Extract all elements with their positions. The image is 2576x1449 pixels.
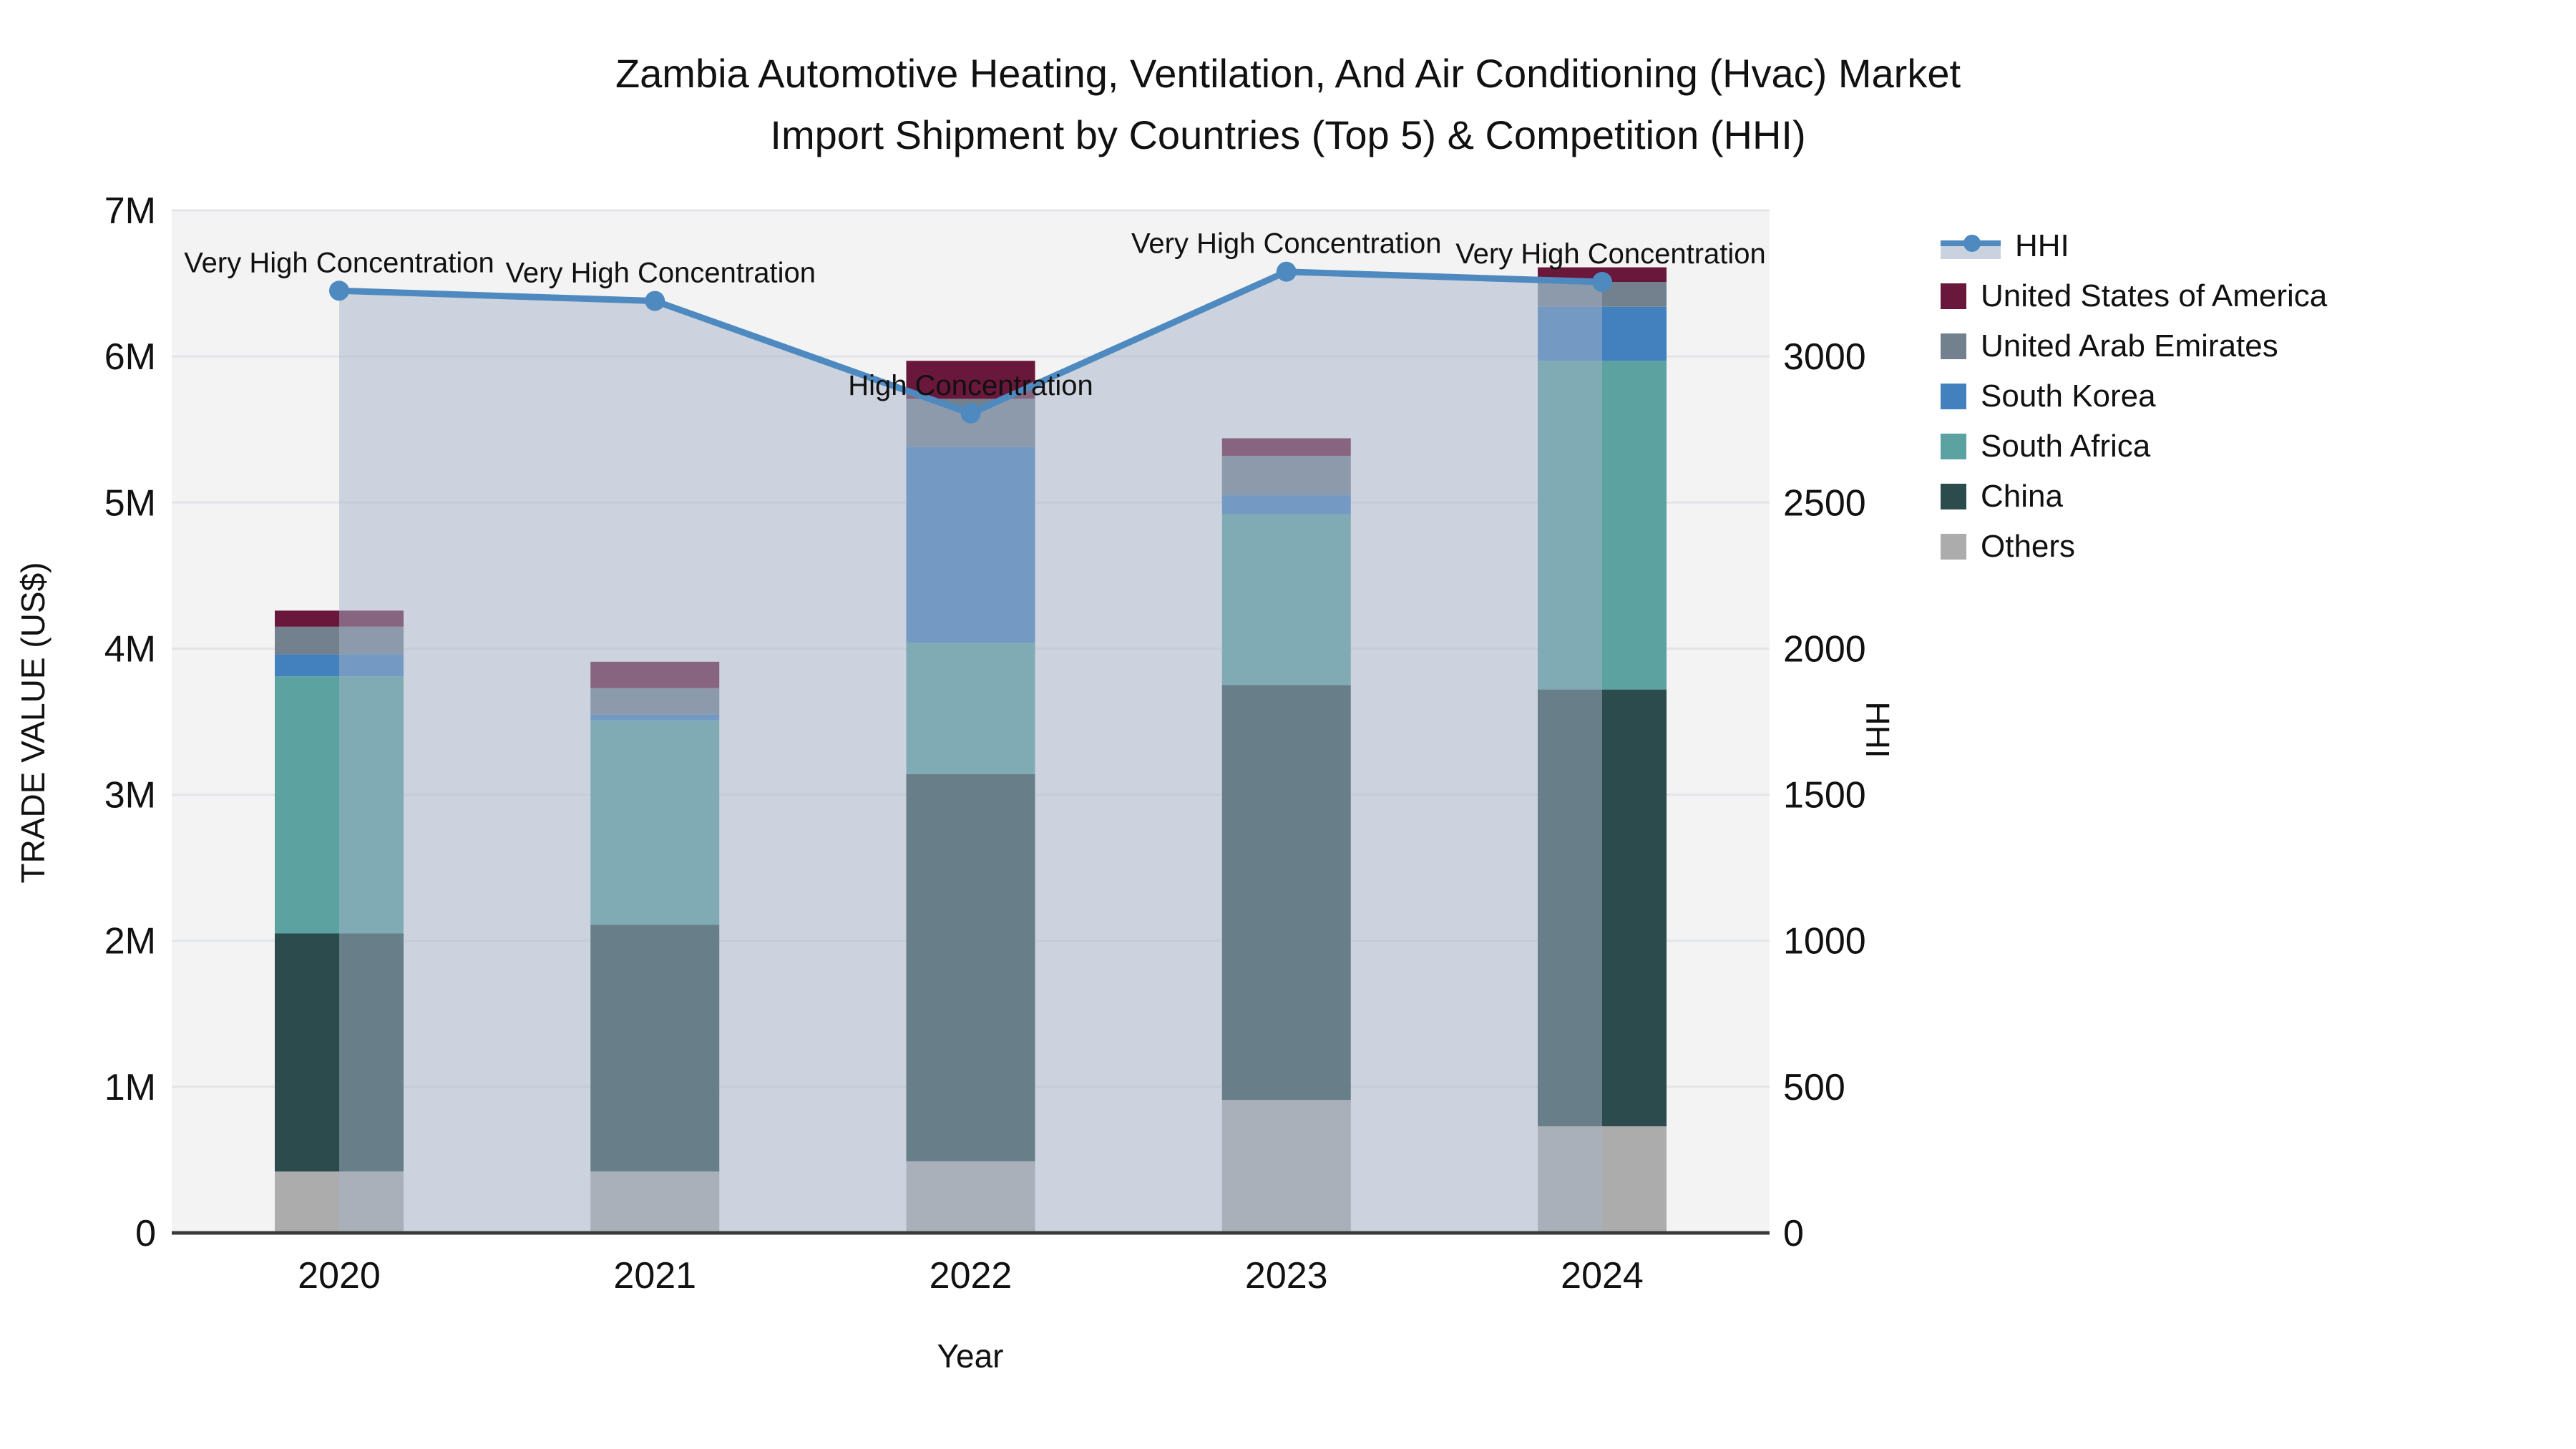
legend-item-others: Others bbox=[1941, 529, 2327, 564]
y-left-tick-0: 0 bbox=[135, 1213, 156, 1254]
legend: HHI United States of America United Arab E… bbox=[1941, 228, 2328, 564]
legend-label: South Africa bbox=[1981, 429, 2151, 464]
legend-item-united-arab-emirates: United Arab Emirates bbox=[1941, 328, 2327, 364]
hhi-point-2022 bbox=[960, 403, 981, 424]
hhi-point-2023 bbox=[1276, 261, 1297, 282]
y-right-tick-2000: 2000 bbox=[1783, 628, 1866, 670]
hhi-area-fill bbox=[339, 271, 1602, 1233]
legend-item-south-africa: South Africa bbox=[1941, 429, 2327, 464]
chart-title: Zambia Automotive Heating, Ventilation, … bbox=[0, 43, 2576, 166]
y-right-tick-2500: 2500 bbox=[1783, 482, 1866, 524]
y-right-tick-500: 500 bbox=[1783, 1067, 1845, 1108]
y-axis-right-title: HHI bbox=[1859, 701, 1896, 758]
x-tick-2023: 2023 bbox=[1245, 1255, 1328, 1297]
annotation-high-concentration-2022: High Concentration bbox=[848, 370, 1093, 401]
legend-label: China bbox=[1981, 479, 2063, 514]
legend-label: HHI bbox=[2015, 228, 2069, 263]
y-right-tick-3000: 3000 bbox=[1783, 336, 1866, 378]
y-left-tick-7M: 7M bbox=[104, 190, 156, 232]
legend-swatch-icon bbox=[1941, 384, 1966, 409]
legend-swatch-icon bbox=[1941, 434, 1966, 459]
legend-swatch-icon bbox=[1941, 333, 1966, 359]
legend-swatch-icon bbox=[1941, 484, 1966, 509]
chart-title-line1: Zambia Automotive Heating, Ventilation, … bbox=[615, 51, 1961, 96]
legend-item-china: China bbox=[1941, 479, 2327, 514]
y-right-tick-1000: 1000 bbox=[1783, 921, 1866, 962]
annotation-very-high-concentration-2021: Very High Concentration bbox=[505, 258, 816, 289]
y-axis-left-title: TRADE VALUE (US$) bbox=[14, 562, 52, 884]
hhi-point-2024 bbox=[1592, 272, 1612, 293]
x-tick-2021: 2021 bbox=[613, 1255, 696, 1297]
legend-label: United Arab Emirates bbox=[1981, 328, 2278, 364]
legend-swatch-icon bbox=[1941, 283, 1966, 309]
legend-label: United States of America bbox=[1981, 278, 2328, 313]
y-left-tick-5M: 5M bbox=[104, 482, 156, 524]
annotation-very-high-concentration-2020: Very High Concentration bbox=[184, 247, 494, 278]
legend-item-south-korea: South Korea bbox=[1941, 379, 2327, 414]
hhi-point-2021 bbox=[645, 291, 665, 311]
y-right-tick-1500: 1500 bbox=[1783, 775, 1866, 816]
y-left-tick-2M: 2M bbox=[104, 921, 156, 962]
x-tick-2024: 2024 bbox=[1561, 1255, 1644, 1297]
legend-hhi-line-icon bbox=[1941, 232, 2001, 260]
y-right-tick-0: 0 bbox=[1783, 1213, 1804, 1254]
x-tick-2022: 2022 bbox=[930, 1255, 1013, 1297]
chart-title-line2: Import Shipment by Countries (Top 5) & C… bbox=[770, 112, 1806, 157]
legend-item-united-states-of-america: United States of America bbox=[1941, 278, 2328, 313]
x-axis-title: Year bbox=[937, 1337, 1004, 1375]
legend-item-hhi: HHI bbox=[1941, 228, 2327, 263]
annotation-very-high-concentration-2023: Very High Concentration bbox=[1131, 228, 1442, 260]
x-tick-2020: 2020 bbox=[298, 1255, 381, 1297]
annotation-very-high-concentration-2024: Very High Concentration bbox=[1455, 238, 1766, 270]
legend-label: Others bbox=[1981, 529, 2076, 564]
legend-swatch-icon bbox=[1941, 534, 1966, 560]
y-left-tick-4M: 4M bbox=[104, 628, 156, 670]
legend-label: South Korea bbox=[1981, 379, 2156, 414]
y-left-tick-6M: 6M bbox=[104, 336, 156, 378]
y-left-tick-1M: 1M bbox=[104, 1067, 156, 1108]
hhi-point-2020 bbox=[329, 280, 349, 301]
y-left-tick-3M: 3M bbox=[104, 775, 156, 816]
